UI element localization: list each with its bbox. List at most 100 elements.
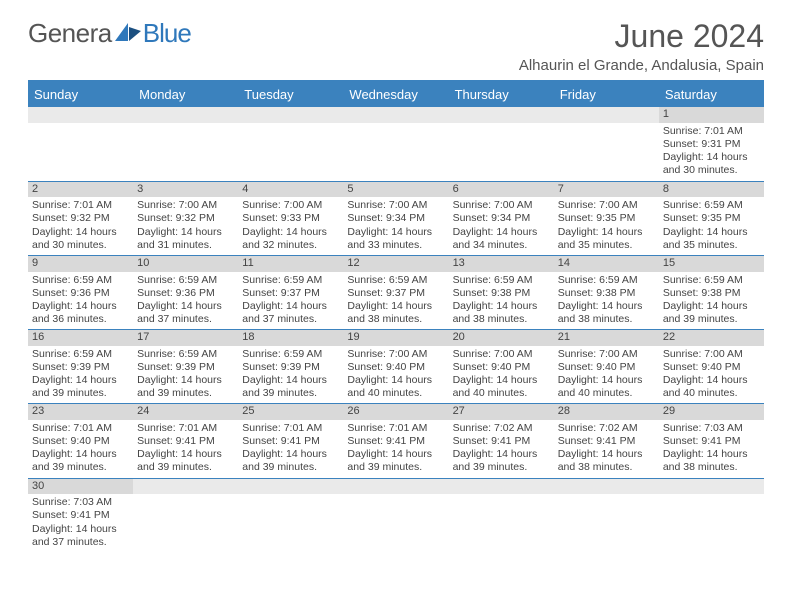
col-tuesday: Tuesday bbox=[238, 82, 343, 107]
daylight-text: and 40 minutes. bbox=[663, 387, 760, 400]
sunrise-text: Sunrise: 7:00 AM bbox=[453, 348, 550, 361]
daylight-text: and 38 minutes. bbox=[453, 313, 550, 326]
sunrise-text: Sunrise: 6:59 AM bbox=[663, 274, 760, 287]
cell-body: Sunrise: 7:02 AMSunset: 9:41 PMDaylight:… bbox=[449, 420, 554, 478]
sunrise-text: Sunrise: 7:01 AM bbox=[347, 422, 444, 435]
daylight-text: and 39 minutes. bbox=[242, 461, 339, 474]
day-number-empty bbox=[133, 479, 238, 495]
calendar-row: 30Sunrise: 7:03 AMSunset: 9:41 PMDayligh… bbox=[28, 478, 764, 552]
calendar-cell: 14Sunrise: 6:59 AMSunset: 9:38 PMDayligh… bbox=[554, 255, 659, 329]
day-number: 30 bbox=[28, 479, 133, 495]
sunrise-text: Sunrise: 6:59 AM bbox=[663, 199, 760, 212]
calendar-row: 1Sunrise: 7:01 AMSunset: 9:31 PMDaylight… bbox=[28, 107, 764, 181]
daylight-text: and 37 minutes. bbox=[137, 313, 234, 326]
daylight-text: and 31 minutes. bbox=[137, 239, 234, 252]
daylight-text: Daylight: 14 hours bbox=[663, 151, 760, 164]
sunrise-text: Sunrise: 7:01 AM bbox=[137, 422, 234, 435]
daylight-text: Daylight: 14 hours bbox=[347, 448, 444, 461]
day-number: 16 bbox=[28, 330, 133, 346]
calendar-cell: 30Sunrise: 7:03 AMSunset: 9:41 PMDayligh… bbox=[28, 478, 133, 552]
day-number: 29 bbox=[659, 404, 764, 420]
calendar-cell: 21Sunrise: 7:00 AMSunset: 9:40 PMDayligh… bbox=[554, 330, 659, 404]
sunrise-text: Sunrise: 7:03 AM bbox=[32, 496, 129, 509]
sunrise-text: Sunrise: 7:00 AM bbox=[137, 199, 234, 212]
daylight-text: and 34 minutes. bbox=[453, 239, 550, 252]
calendar-cell bbox=[133, 107, 238, 181]
col-saturday: Saturday bbox=[659, 82, 764, 107]
day-number: 23 bbox=[28, 404, 133, 420]
daylight-text: and 40 minutes. bbox=[453, 387, 550, 400]
calendar-cell bbox=[238, 107, 343, 181]
sunrise-text: Sunrise: 7:01 AM bbox=[32, 422, 129, 435]
calendar-cell bbox=[554, 107, 659, 181]
calendar-cell: 12Sunrise: 6:59 AMSunset: 9:37 PMDayligh… bbox=[343, 255, 448, 329]
sunrise-text: Sunrise: 7:00 AM bbox=[558, 348, 655, 361]
daylight-text: and 39 minutes. bbox=[347, 461, 444, 474]
day-number-empty bbox=[554, 107, 659, 123]
col-thursday: Thursday bbox=[449, 82, 554, 107]
cell-body: Sunrise: 6:59 AMSunset: 9:39 PMDaylight:… bbox=[238, 346, 343, 404]
sunrise-text: Sunrise: 7:00 AM bbox=[663, 348, 760, 361]
day-number: 6 bbox=[449, 182, 554, 198]
cell-body: Sunrise: 6:59 AMSunset: 9:38 PMDaylight:… bbox=[659, 272, 764, 330]
sunset-text: Sunset: 9:41 PM bbox=[453, 435, 550, 448]
cell-body: Sunrise: 6:59 AMSunset: 9:36 PMDaylight:… bbox=[28, 272, 133, 330]
sunrise-text: Sunrise: 6:59 AM bbox=[32, 348, 129, 361]
cell-body: Sunrise: 7:00 AMSunset: 9:40 PMDaylight:… bbox=[343, 346, 448, 404]
sunset-text: Sunset: 9:41 PM bbox=[137, 435, 234, 448]
daylight-text: Daylight: 14 hours bbox=[663, 448, 760, 461]
daylight-text: and 40 minutes. bbox=[347, 387, 444, 400]
day-number: 11 bbox=[238, 256, 343, 272]
calendar-cell: 24Sunrise: 7:01 AMSunset: 9:41 PMDayligh… bbox=[133, 404, 238, 478]
cell-body: Sunrise: 7:00 AMSunset: 9:35 PMDaylight:… bbox=[554, 197, 659, 255]
day-number: 27 bbox=[449, 404, 554, 420]
calendar-cell: 3Sunrise: 7:00 AMSunset: 9:32 PMDaylight… bbox=[133, 181, 238, 255]
sunrise-text: Sunrise: 7:01 AM bbox=[32, 199, 129, 212]
sunrise-text: Sunrise: 7:03 AM bbox=[663, 422, 760, 435]
daylight-text: Daylight: 14 hours bbox=[137, 226, 234, 239]
cell-body: Sunrise: 7:01 AMSunset: 9:41 PMDaylight:… bbox=[343, 420, 448, 478]
cell-body: Sunrise: 6:59 AMSunset: 9:37 PMDaylight:… bbox=[238, 272, 343, 330]
calendar-cell: 17Sunrise: 6:59 AMSunset: 9:39 PMDayligh… bbox=[133, 330, 238, 404]
cell-body: Sunrise: 7:03 AMSunset: 9:41 PMDaylight:… bbox=[28, 494, 133, 552]
sunset-text: Sunset: 9:34 PM bbox=[347, 212, 444, 225]
daylight-text: and 39 minutes. bbox=[32, 387, 129, 400]
sunrise-text: Sunrise: 7:01 AM bbox=[242, 422, 339, 435]
cell-body: Sunrise: 7:01 AMSunset: 9:41 PMDaylight:… bbox=[133, 420, 238, 478]
sunrise-text: Sunrise: 7:00 AM bbox=[558, 199, 655, 212]
sunrise-text: Sunrise: 7:01 AM bbox=[663, 125, 760, 138]
calendar-cell: 2Sunrise: 7:01 AMSunset: 9:32 PMDaylight… bbox=[28, 181, 133, 255]
sunset-text: Sunset: 9:39 PM bbox=[137, 361, 234, 374]
daylight-text: Daylight: 14 hours bbox=[558, 374, 655, 387]
calendar-table: Sunday Monday Tuesday Wednesday Thursday… bbox=[28, 82, 764, 552]
calendar-cell: 1Sunrise: 7:01 AMSunset: 9:31 PMDaylight… bbox=[659, 107, 764, 181]
daylight-text: Daylight: 14 hours bbox=[242, 226, 339, 239]
sunrise-text: Sunrise: 7:00 AM bbox=[453, 199, 550, 212]
location: Alhaurin el Grande, Andalusia, Spain bbox=[519, 57, 764, 74]
day-number: 7 bbox=[554, 182, 659, 198]
cell-body: Sunrise: 7:00 AMSunset: 9:32 PMDaylight:… bbox=[133, 197, 238, 255]
cell-body: Sunrise: 7:02 AMSunset: 9:41 PMDaylight:… bbox=[554, 420, 659, 478]
sunset-text: Sunset: 9:32 PM bbox=[32, 212, 129, 225]
daylight-text: Daylight: 14 hours bbox=[137, 374, 234, 387]
daylight-text: Daylight: 14 hours bbox=[558, 448, 655, 461]
sunset-text: Sunset: 9:38 PM bbox=[453, 287, 550, 300]
calendar-cell: 22Sunrise: 7:00 AMSunset: 9:40 PMDayligh… bbox=[659, 330, 764, 404]
cell-body: Sunrise: 7:00 AMSunset: 9:33 PMDaylight:… bbox=[238, 197, 343, 255]
calendar-cell: 26Sunrise: 7:01 AMSunset: 9:41 PMDayligh… bbox=[343, 404, 448, 478]
daylight-text: Daylight: 14 hours bbox=[347, 374, 444, 387]
calendar-page: Genera Blue June 2024 Alhaurin el Grande… bbox=[0, 0, 792, 562]
daylight-text: and 39 minutes. bbox=[137, 387, 234, 400]
daylight-text: Daylight: 14 hours bbox=[453, 226, 550, 239]
daylight-text: Daylight: 14 hours bbox=[32, 448, 129, 461]
calendar-cell: 28Sunrise: 7:02 AMSunset: 9:41 PMDayligh… bbox=[554, 404, 659, 478]
calendar-cell: 16Sunrise: 6:59 AMSunset: 9:39 PMDayligh… bbox=[28, 330, 133, 404]
day-number: 4 bbox=[238, 182, 343, 198]
daylight-text: and 39 minutes. bbox=[137, 461, 234, 474]
daylight-text: and 37 minutes. bbox=[242, 313, 339, 326]
sunset-text: Sunset: 9:40 PM bbox=[558, 361, 655, 374]
day-number-empty bbox=[449, 479, 554, 495]
day-number-empty bbox=[343, 479, 448, 495]
daylight-text: and 36 minutes. bbox=[32, 313, 129, 326]
title-block: June 2024 Alhaurin el Grande, Andalusia,… bbox=[519, 18, 764, 74]
